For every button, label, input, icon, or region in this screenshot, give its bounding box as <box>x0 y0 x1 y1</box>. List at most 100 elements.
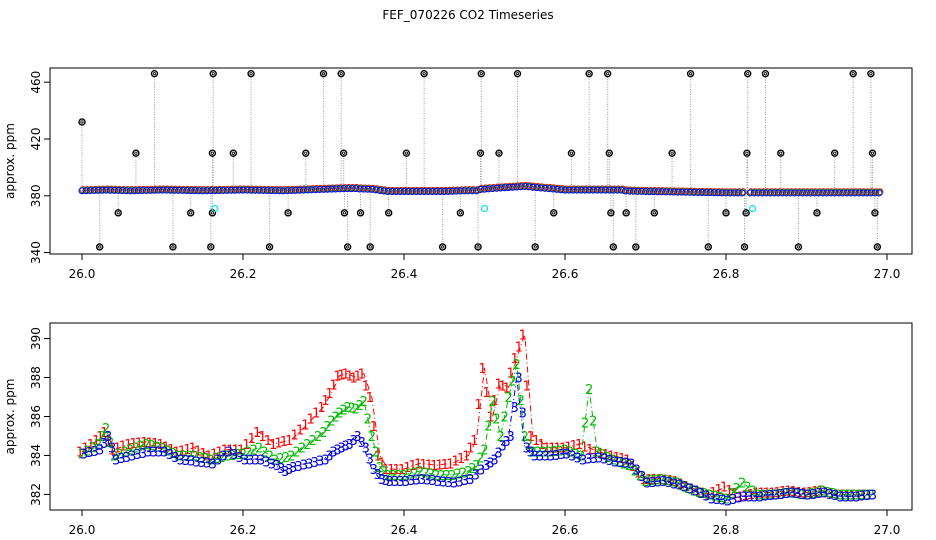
series-1-marker: 1 <box>156 438 164 453</box>
series-3-marker: 3 <box>439 475 447 490</box>
spike-point-inner <box>346 245 350 249</box>
series-3-marker: 3 <box>783 487 791 502</box>
spike-point <box>722 209 730 217</box>
spike-point <box>340 209 349 217</box>
series-3-point <box>541 184 549 192</box>
series-3-point <box>360 185 368 193</box>
series-2-marker: 2 <box>792 487 800 502</box>
series-3-marker: 3 <box>718 494 726 509</box>
series-1-marker: 1 <box>784 485 792 500</box>
series-2-marker: 2 <box>137 440 145 455</box>
spike-point-inner <box>342 211 347 215</box>
series-2-marker: 2 <box>690 485 698 500</box>
series-1-marker: 1 <box>452 455 460 470</box>
spike-point-inner <box>404 151 409 155</box>
spike-point-inner <box>796 245 801 249</box>
series-3-marker: 3 <box>235 451 243 466</box>
spike-point <box>704 243 712 251</box>
series-3-point <box>585 186 593 194</box>
series-1-marker: 1 <box>162 440 170 455</box>
series-3-point <box>577 186 585 194</box>
spike-point <box>813 209 821 217</box>
spike-point-inner <box>652 211 656 215</box>
plot-frame <box>49 322 913 511</box>
series-3-marker: 3 <box>362 442 370 457</box>
series-3-marker: 3 <box>268 457 276 472</box>
series-3-marker: 3 <box>590 452 598 467</box>
series-3-point <box>690 188 698 196</box>
series-3-point <box>642 188 649 196</box>
series-3-point <box>320 185 327 193</box>
series-3-marker: 3 <box>434 475 442 490</box>
series-2-marker: 2 <box>126 444 134 459</box>
spike-point-inner <box>134 151 138 155</box>
series-3-marker: 3 <box>366 452 374 467</box>
series-2-marker: 2 <box>743 481 751 496</box>
series-3-point <box>553 185 561 193</box>
series-3-point <box>505 184 513 192</box>
series-3-point <box>843 189 851 197</box>
series-1-marker: 1 <box>559 442 567 457</box>
spike-point <box>550 209 558 217</box>
series-2-marker: 2 <box>674 477 682 492</box>
series-3-marker: 3 <box>638 470 646 485</box>
series-3-point <box>126 187 134 195</box>
x-tick-label: 26.6 <box>552 267 579 281</box>
series-1-marker: 1 <box>543 442 551 457</box>
series-2-marker: 2 <box>142 438 150 453</box>
series-1-marker: 1 <box>498 379 506 394</box>
series-3-point <box>831 189 839 197</box>
plot-frame <box>49 67 913 255</box>
series-3-point <box>513 183 521 191</box>
series-3-point <box>247 186 255 194</box>
series-3-marker: 3 <box>498 440 506 455</box>
series-3-marker: 3 <box>182 454 190 469</box>
series-3-point <box>815 189 823 197</box>
series-3-point <box>219 186 227 194</box>
spike-point-inner <box>286 211 290 215</box>
series-3-point <box>356 185 364 193</box>
series-3-marker: 3 <box>611 455 619 470</box>
series-3-point <box>811 189 819 197</box>
series-3-point <box>497 184 505 192</box>
series-2-marker: 2 <box>185 449 193 464</box>
spike-point-inner <box>833 151 837 155</box>
series-1-marker: 1 <box>354 370 362 385</box>
series-3-point <box>726 189 734 197</box>
spike-point-inner <box>231 151 235 155</box>
series-1-marker: 1 <box>580 440 588 455</box>
spike-point <box>830 149 839 157</box>
series-1-marker: 1 <box>725 484 733 499</box>
spike-point-inner <box>80 120 84 124</box>
series-1-marker: 1 <box>430 459 438 474</box>
series-2-marker: 2 <box>380 465 388 480</box>
spike-point <box>742 209 750 217</box>
series-2-marker: 2 <box>488 395 496 410</box>
series-3-marker: 3 <box>311 456 319 471</box>
series-2-marker: 2 <box>212 452 220 467</box>
series-3-marker: 3 <box>681 481 689 496</box>
series-3-point <box>803 189 810 197</box>
series-2-marker: 2 <box>765 488 773 503</box>
series-2-marker: 2 <box>132 442 140 457</box>
series-1-marker: 1 <box>242 438 250 453</box>
series-3-marker: 3 <box>686 483 694 498</box>
series-2-marker: 2 <box>566 446 574 461</box>
series-3-marker: 3 <box>325 449 333 464</box>
spike-point-inner <box>210 211 215 215</box>
series-3-point <box>762 189 770 197</box>
series-1-marker: 1 <box>607 449 615 464</box>
series-1-marker: 1 <box>763 486 771 501</box>
series-1-marker: 1 <box>167 443 175 458</box>
series-3-point <box>118 187 126 195</box>
series-2-marker: 2 <box>416 465 424 480</box>
series-2-marker: 2 <box>207 453 215 468</box>
series-3-marker: 3 <box>756 490 764 505</box>
series-3-marker: 3 <box>341 440 349 455</box>
series-1-marker: 1 <box>215 446 223 461</box>
spike-point <box>513 69 522 78</box>
series-3-marker: 3 <box>563 448 571 463</box>
series-2-marker: 2 <box>250 444 258 459</box>
series-3-marker: 3 <box>745 490 753 505</box>
x-tick-label: 26.2 <box>230 267 257 281</box>
